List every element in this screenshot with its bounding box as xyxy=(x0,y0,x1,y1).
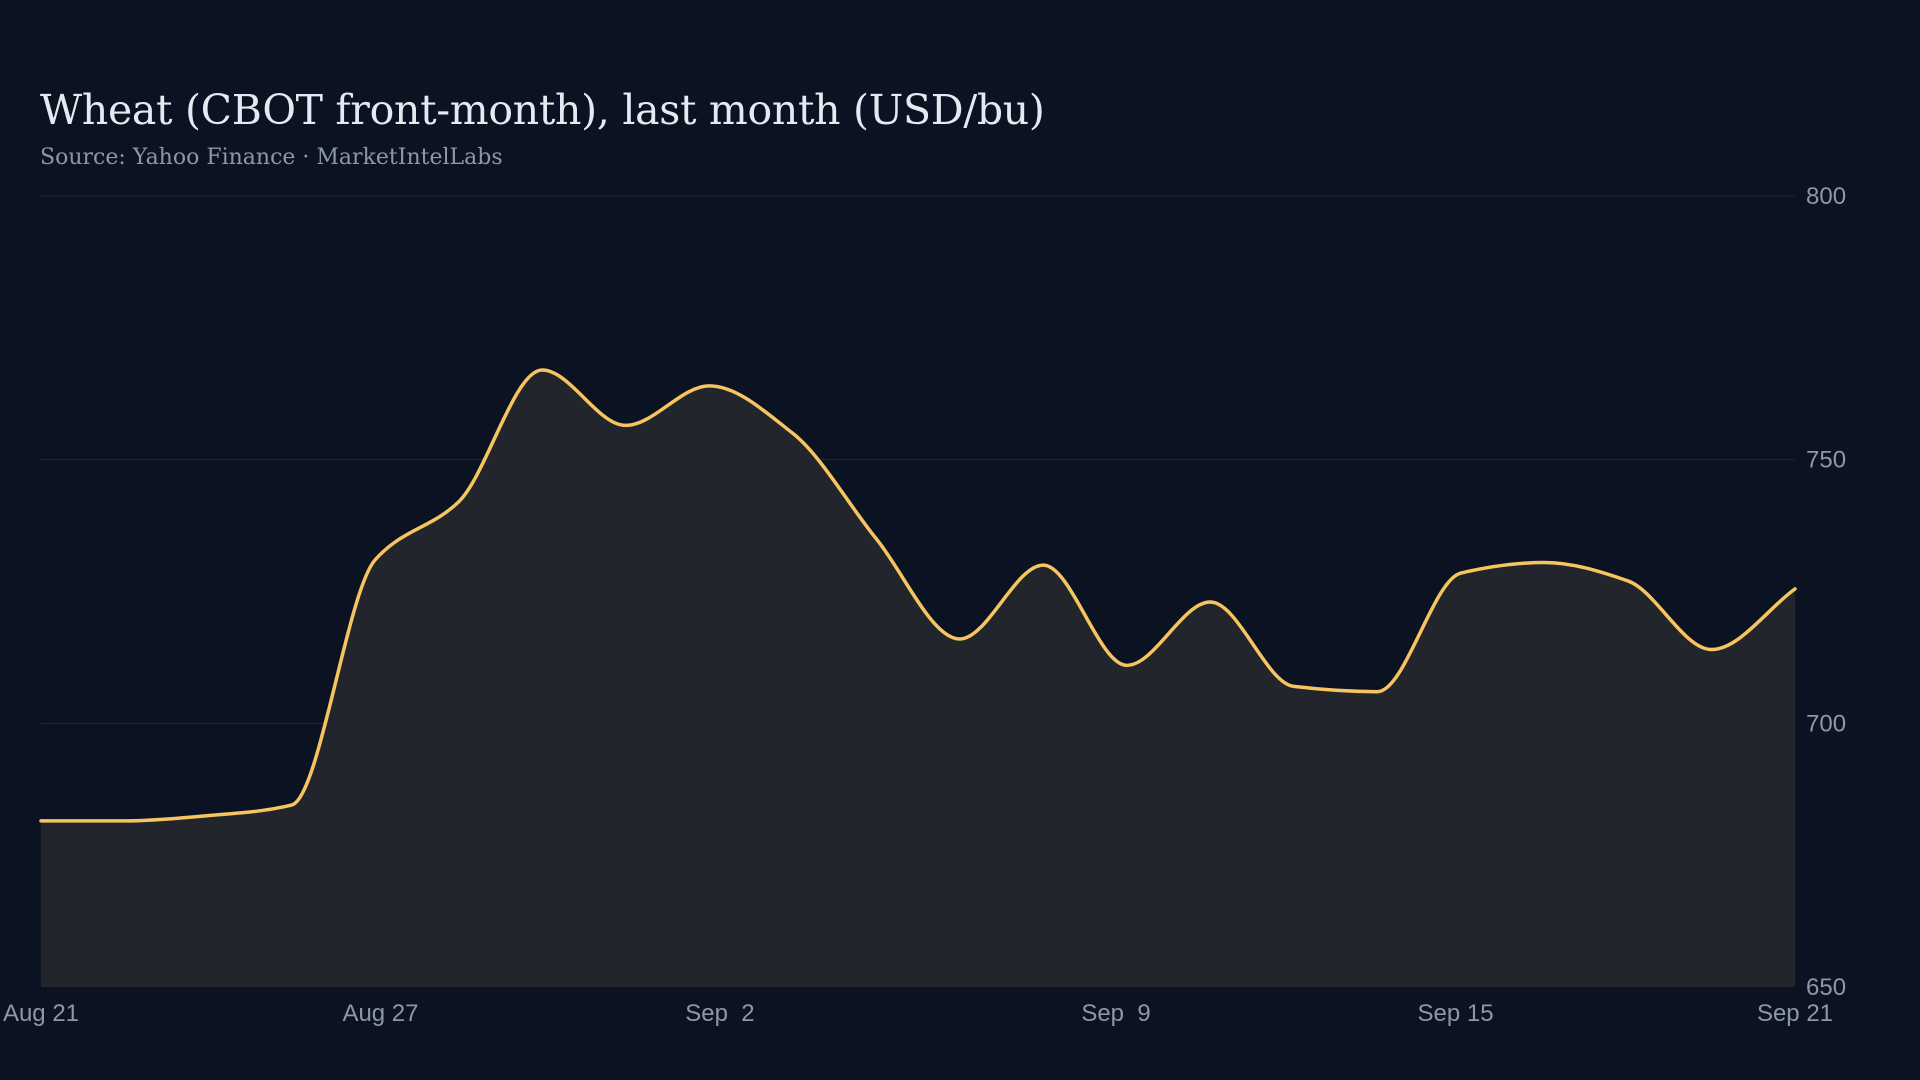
x-tick-label: Aug 21 xyxy=(3,1000,79,1027)
area-layer xyxy=(41,370,1795,987)
x-tick-label: Sep 9 xyxy=(1081,1000,1150,1027)
x-tick-label: Sep 21 xyxy=(1757,1000,1833,1027)
y-tick-label: 800 xyxy=(1806,183,1846,210)
x-axis: Aug 21 Aug 27 Sep 2 Sep 9 Sep 15 Sep 21 xyxy=(3,1000,1833,1027)
x-tick-label: Sep 15 xyxy=(1417,1000,1493,1027)
y-tick-label: 750 xyxy=(1806,447,1846,474)
chart-title: Wheat (CBOT front-month), last month (US… xyxy=(40,86,1045,134)
y-axis: 650 700 750 800 xyxy=(1806,183,1846,1001)
line-layer xyxy=(39,368,1797,823)
x-tick-label: Aug 27 xyxy=(342,1000,418,1027)
series-area xyxy=(41,370,1795,987)
series-line xyxy=(39,368,1797,823)
y-tick-label: 700 xyxy=(1806,710,1846,737)
x-tick-label: Sep 2 xyxy=(685,1000,754,1027)
y-tick-label: 650 xyxy=(1806,974,1846,1001)
chart-source: Source: Yahoo Finance · MarketIntelLabs xyxy=(40,145,503,170)
